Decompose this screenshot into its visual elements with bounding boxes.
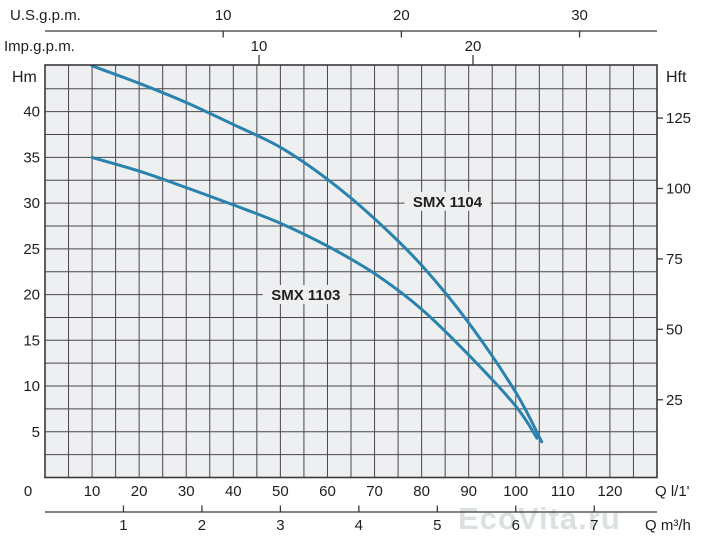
lmin-tick-label: 110 [551,483,575,500]
curve-label-bg [404,191,491,211]
lmin-tick-label: 60 [319,483,336,500]
lmin-tick-label: 50 [272,483,289,500]
hm-tick-label: 15 [23,332,40,349]
hm-tick-label: 20 [23,287,40,304]
lmin-tick-label: 120 [597,483,622,500]
lmin-axis-title: Q l/1' [655,483,690,500]
m3h-tick-label: 1 [119,517,127,534]
curve-label-smx-1104: SMX 1104 [404,191,491,211]
hm-tick-label: 10 [23,378,40,395]
curve-label-bg [262,285,349,305]
m3h-tick-label: 6 [512,517,520,534]
hft-tick-label: 25 [666,392,683,409]
hm-axis-title: Hm [12,69,37,86]
watermark: EcoVita.ru [458,501,621,536]
hft-tick-label: 100 [666,180,691,197]
lmin-tick-label: 30 [178,483,195,500]
lmin-tick-label: 0 [24,483,32,500]
hm-tick-label: 5 [32,424,40,441]
hm-axis: Hm 5 10 15 20 25 30 35 40 [12,69,40,441]
hm-tick-label: 25 [23,241,40,258]
hm-tick-label: 35 [23,149,40,166]
lmin-tick-label: 70 [366,483,383,500]
us-gpm-tick-label: 30 [571,7,588,24]
lmin-tick-label: 80 [413,483,430,500]
curve-label-smx-1103: SMX 1103 [262,285,349,305]
imp-gpm-tick-label: 20 [465,38,482,55]
us-gpm-axis: U.S.g.p.m. 10 20 30 [10,7,657,38]
hft-axis-title: Hft [666,69,687,86]
lmin-tick-label: 90 [460,483,477,500]
curve-smx-1104 [90,64,544,444]
lmin-tick-label: 100 [503,483,528,500]
hft-tick-label: 50 [666,321,683,338]
lmin-tick-label: 40 [225,483,242,500]
m3h-tick-label: 3 [276,517,284,534]
m3h-tick-label: 7 [590,517,598,534]
hm-tick-label: 30 [23,195,40,212]
lmin-tick-label: 10 [84,483,101,500]
imp-gpm-axis: Imp.g.p.m. 10 20 [4,38,481,65]
m3h-tick-label: 4 [355,517,363,534]
hft-tick-label: 75 [666,251,683,268]
m3h-axis: 1 2 3 4 5 6 7 Q m³/h [45,505,691,534]
us-gpm-tick-label: 20 [393,7,410,24]
imp-gpm-tick-label: 10 [251,38,268,55]
hft-tick-label: 125 [666,110,691,127]
curve-smx-1103 [90,155,539,440]
curves [90,64,544,444]
lmin-axis: 0 10 20 30 40 50 60 70 80 90 100 110 120 Q l/1' [24,483,690,500]
m3h-tick-label: 2 [198,517,206,534]
curve-label-text: SMX 1103 [271,287,340,304]
lmin-tick-label: 20 [131,483,148,500]
imp-gpm-axis-title: Imp.g.p.m. [4,38,75,55]
m3h-tick-label: 5 [433,517,441,534]
curve-label-text: SMX 1104 [413,194,483,211]
hft-axis: Hft 25 50 75 100 125 [657,69,691,409]
us-gpm-axis-title: U.S.g.p.m. [10,7,81,24]
m3h-axis-title: Q m³/h [645,517,691,534]
us-gpm-tick-label: 10 [215,7,232,24]
hm-tick-label: 40 [23,104,40,121]
grid [45,65,657,478]
plot-border [44,64,658,479]
